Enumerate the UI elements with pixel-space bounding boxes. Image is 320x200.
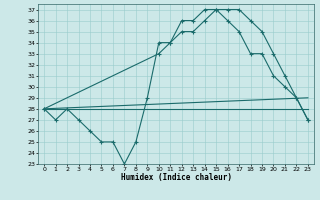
X-axis label: Humidex (Indice chaleur): Humidex (Indice chaleur) bbox=[121, 173, 231, 182]
